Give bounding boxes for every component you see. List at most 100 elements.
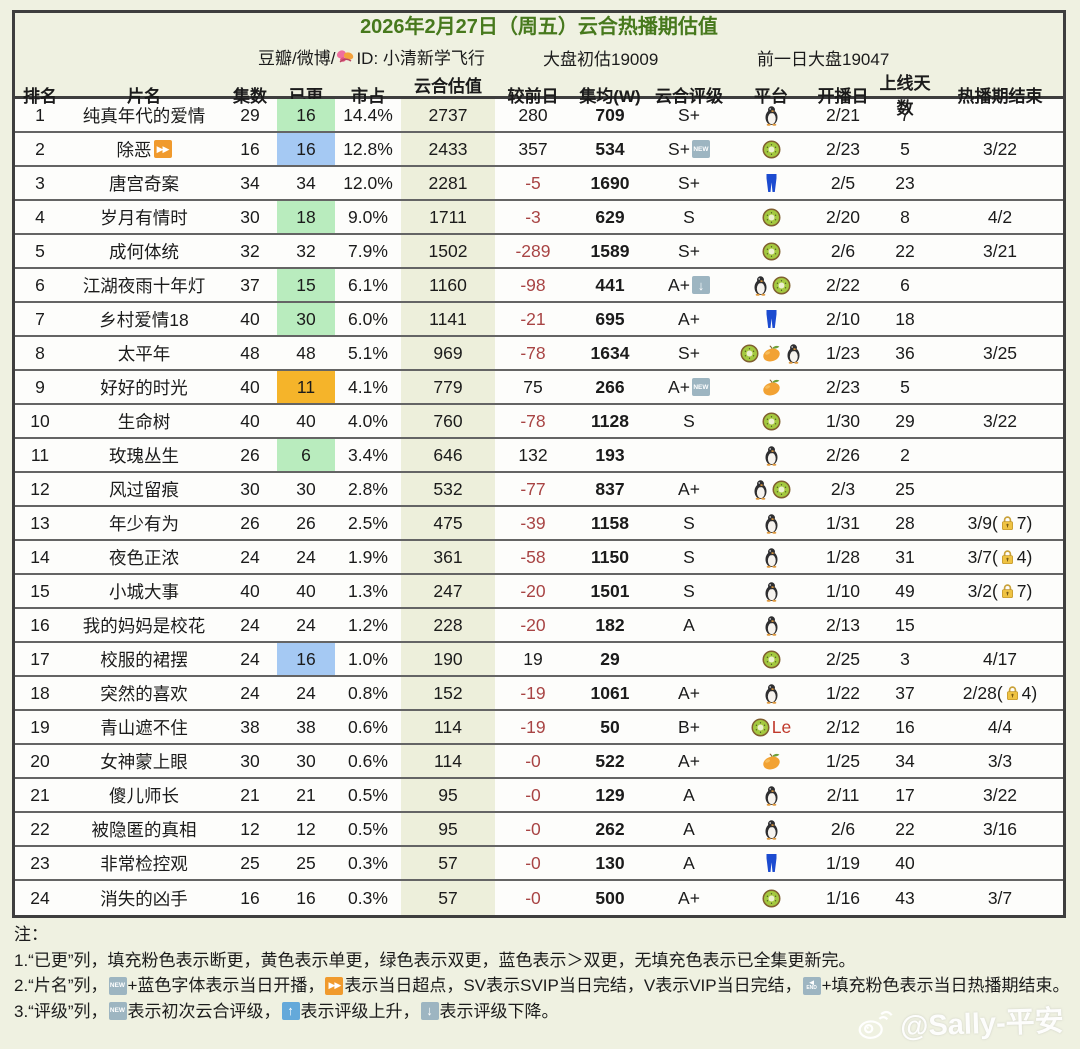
table-row: 3 唐宫奇案 34 34 12.0% 2281 -5 1690 S+ 2/5 23 [15,167,1063,201]
ff-badge-icon: ▶▶ [153,140,172,158]
new-badge-icon: NEW [691,140,710,158]
butterfly-icon [336,48,355,65]
cell-rating: S+ [678,172,700,193]
cell-title: 乡村爱情18 [99,309,189,330]
cell-title: 除恶 ▶▶ [65,133,223,165]
table-row: 19 青山遮不住 38 38 0.6% 114 -19 50 B+ Le 2/12 16 4/4 [15,711,1063,745]
table-row: 23 非常检控观 25 25 0.3% 57 -0 130 A 1/19 40 [15,847,1063,881]
cell-title: 江湖夜雨十年灯 [82,275,206,296]
cell-hot-period-end [937,847,1063,879]
kiwi-icon [772,276,791,295]
cell-episodes: 40 [240,376,260,397]
cell-days-online: 5 [900,376,910,397]
cell-platform [729,541,813,573]
cell-episode-avg: 534 [595,138,625,159]
cell-platform [729,881,813,915]
column-header-4: 市占 [351,86,385,106]
cell-platform [729,507,813,539]
cell-change: 357 [518,138,548,159]
lock-icon [1005,685,1020,701]
cell-share: 1.3% [348,580,388,601]
cell-hot-period-end [937,303,1063,335]
cell-valuation: 57 [401,847,495,879]
cell-change: -78 [520,410,546,431]
source-prefix: 豆瓣/微博/ [258,49,336,68]
kiwi-icon [762,889,781,908]
lock-icon [1000,549,1015,565]
cell-rating: A [683,784,695,805]
lock-icon [1000,583,1015,599]
cell-updated: 24 [296,682,316,703]
cell-share: 12.8% [343,138,393,159]
table-row: 22 被隐匿的真相 12 12 0.5% 95 -0 262 A 2/6 22 3/16 [15,813,1063,847]
cell-change: -0 [525,784,541,805]
cell-rating: A [683,614,695,635]
down-badge-icon: ↓ [420,1002,439,1021]
cell-episode-avg: 266 [595,376,625,397]
cell-premiere-date: 2/20 [825,206,861,227]
cell-hot-period-end: 4/17 [982,648,1018,669]
cell-platform [729,847,813,879]
table-row: 18 突然的喜欢 24 24 0.8% 152 -19 1061 A+ 1/22 37 2/28(4) [15,677,1063,711]
cell-premiere-date: 1/16 [825,887,861,908]
prev-day-market: 前一日大盘19047 [757,50,890,69]
cell-rating: S [683,206,695,227]
author-id: ID: 小清新学飞行 [356,49,485,68]
cell-platform [729,745,813,777]
cell-updated: 24 [296,614,316,635]
cell-episode-avg: 182 [595,614,625,635]
table-row: 10 生命树 40 40 4.0% 760 -78 1128 S 1/30 29 3/22 [15,405,1063,439]
cell-change: -21 [520,308,546,329]
cell-episodes: 37 [240,274,260,295]
cell-title: 好好的时光 [100,377,188,398]
cell-hot-period-end: 3/21 [982,240,1018,261]
cell-episode-avg: 629 [595,206,625,227]
cell-episode-avg: 522 [595,750,625,771]
cell-premiere-date: 2/6 [830,818,856,839]
cell-episodes: 40 [240,410,260,431]
cell-updated: 15 [277,269,335,301]
cell-premiere-date: 1/23 [825,342,861,363]
cell-rank: 11 [30,444,50,465]
cell-valuation: 95 [401,813,495,845]
cell-episodes: 16 [240,138,260,159]
cell-title: 女神蒙上眼 [100,751,188,772]
down-badge-icon: ↓ [691,276,710,294]
kiwi-icon [762,140,781,159]
cell-platform [729,575,813,607]
penguin-icon [751,275,770,296]
mango-icon [761,377,782,397]
cell-episodes: 30 [240,750,260,771]
table-row: 1 纯真年代的爱情 29 16 14.4% 2737 280 709 S+ 2/21 7 [15,99,1063,133]
column-header-10: 开播日 [817,86,869,106]
cell-title: 我的妈妈是校花 [82,615,206,636]
cell-updated: 6 [277,439,335,471]
cell-title: 非常检控观 [100,853,188,874]
column-header-8: 云合评级 [655,86,723,106]
cell-valuation: 646 [401,439,495,471]
cell-episodes: 24 [240,546,260,567]
cell-platform [729,677,813,709]
cell-platform [729,303,813,335]
cell-title: 唐宫奇案 [109,173,179,194]
kiwi-icon [772,480,791,499]
table-row: 13 年少有为 26 26 2.5% 475 -39 1158 S 1/31 28 3/9(7) [15,507,1063,541]
cell-days-online: 37 [895,682,915,703]
cell-premiere-date: 2/5 [830,172,856,193]
cell-episode-avg: 29 [600,648,620,669]
cell-episode-avg: 1158 [591,512,629,533]
note-line-3: 3.“评级”列， NEW 表示初次云合评级， ↑ 表示评级上升， ↓ 表示评级下降。 [14,1001,559,1021]
cell-hot-period-end: 4/4 [987,716,1013,737]
cell-episode-avg: 130 [595,852,625,873]
new-badge-icon: NEW [108,1002,127,1021]
cell-episode-avg: 129 [595,784,625,805]
cell-change: -39 [520,512,546,533]
cell-updated: 32 [296,240,316,261]
table-row: 6 江湖夜雨十年灯 37 15 6.1% 1160 -98 441 A+ ↓ 2/22 6 [15,269,1063,303]
cell-episodes: 32 [240,240,260,261]
cell-title: 消失的凶手 [100,888,188,909]
penguin-icon [762,785,781,806]
table-row: 11 玫瑰丛生 26 6 3.4% 646 132 193 2/26 2 [15,439,1063,473]
cell-title: 岁月有情时 [100,207,188,228]
cell-platform [729,405,813,437]
